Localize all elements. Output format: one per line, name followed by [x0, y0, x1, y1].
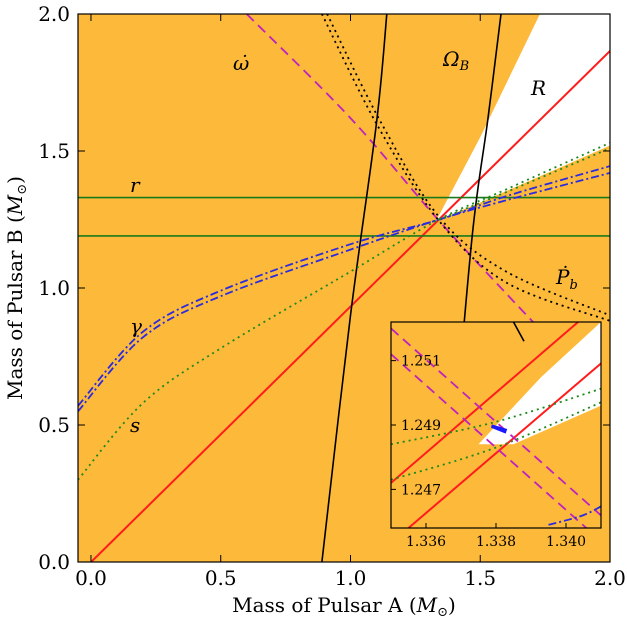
curve-gamma-8	[78, 172, 610, 412]
inset-curve-s-6	[391, 401, 601, 481]
y-tick-label: 2.0	[38, 2, 70, 26]
curve-Pb-dot-6	[321, 14, 610, 322]
curve-Pb-dot-7	[326, 14, 610, 317]
inset-curve-R-1	[391, 322, 580, 484]
x-axis-label: Mass of Pulsar A (M⊙)	[232, 593, 456, 620]
label-s: s	[130, 413, 140, 437]
x-tick-label: 2.0	[594, 566, 626, 590]
inset-curve-omega-dot-3	[391, 353, 588, 528]
y-tick-label: 1.0	[38, 276, 70, 300]
curve-R-0	[89, 50, 610, 562]
allowed-region	[436, 14, 610, 221]
y-tick-label: 1.5	[38, 139, 70, 163]
x-tick-label: 1.0	[335, 566, 367, 590]
curve-omega-dot-3	[246, 14, 546, 336]
label-r: r	[130, 173, 141, 197]
y-tick-label: 0.5	[38, 413, 70, 437]
inset-curve-omega-dot-2	[391, 327, 601, 517]
x-tick-label: 0.0	[75, 566, 107, 590]
inset-curve-gamma-7	[548, 505, 601, 526]
curve-s-11	[437, 147, 610, 221]
inset-y-tick-label: 1.251	[401, 354, 441, 370]
curve-s-10	[78, 141, 610, 481]
inset-allowed-region	[478, 322, 601, 445]
inset-plot: 1.336 1.338 1.340 1.247 1.249 1.251	[390, 321, 602, 550]
x-tick-label: 0.5	[205, 566, 237, 590]
inset-solution-region	[491, 424, 508, 434]
inset-curve-s-5	[391, 387, 601, 446]
label-pb-dot: Ṗb	[555, 265, 578, 293]
inset-curve-Omega-B-4	[512, 322, 525, 342]
curve-Omega-B-4	[321, 14, 388, 562]
curve-gamma-9	[78, 165, 610, 407]
y-axis-label: Mass of Pulsar B (M⊙)	[3, 176, 30, 400]
label-omega-b: ΩB	[442, 47, 469, 74]
label-gamma: γ	[130, 314, 142, 338]
inset-y-tick-label: 1.249	[401, 418, 441, 434]
inset-curve-R-0	[407, 362, 601, 528]
y-tick-label: 0.0	[38, 550, 70, 574]
label-omega-dot: ω̇	[233, 51, 249, 75]
label-R: R	[530, 76, 546, 100]
inset-x-tick-label: 1.336	[406, 534, 446, 550]
inset-x-tick-label: 1.340	[546, 534, 586, 550]
plot-area: 0.0 0.5 1.0 1.5 2.0 0.0 0.5 1.0 1.5 2.0	[38, 2, 626, 590]
inset-y-tick-label: 1.247	[401, 482, 441, 498]
inset-x-tick-label: 1.338	[476, 534, 516, 550]
x-tick-label: 1.5	[464, 566, 496, 590]
